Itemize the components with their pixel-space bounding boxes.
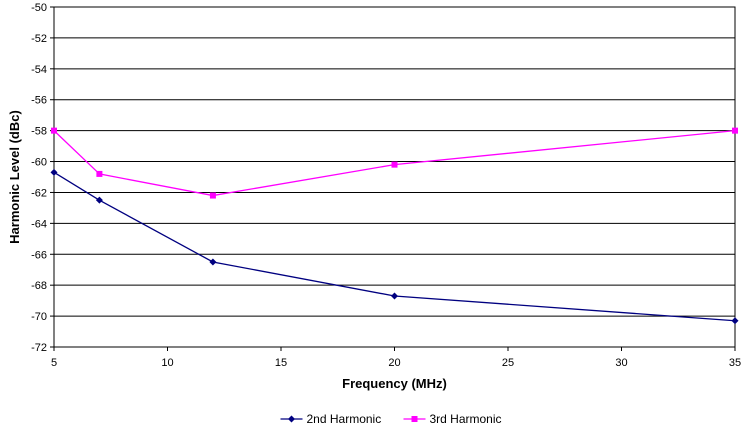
- series-3rd-harmonic: [51, 127, 738, 199]
- x-tick-label: 15: [275, 357, 287, 369]
- series-2nd-harmonic: [50, 168, 739, 325]
- x-axis-title: Frequency (MHz): [342, 376, 447, 391]
- legend: 2nd Harmonic 3rd Harmonic: [280, 412, 502, 426]
- data-point-2nd-harmonic: [50, 168, 58, 176]
- y-tick-label: -56: [31, 95, 47, 107]
- x-tick-label: 20: [388, 357, 400, 369]
- legend-item-3rd-harmonic: 3rd Harmonic: [403, 412, 502, 426]
- legend-marker: [288, 415, 295, 423]
- y-axis-title: Harmonic Level (dBc): [7, 110, 22, 244]
- y-axis-ticks: -50 -52 -54 -56 -58 -60 -62 -64 -66 -68 -70 -72: [31, 2, 54, 354]
- data-point-2nd-harmonic: [209, 258, 217, 266]
- legend-label: 2nd Harmonic: [307, 412, 382, 426]
- y-tick-label: -72: [31, 342, 47, 354]
- y-tick-label: -62: [31, 187, 47, 199]
- series-layer: [50, 127, 739, 325]
- y-tick-label: -50: [31, 2, 47, 14]
- x-tick-label: 25: [502, 357, 514, 369]
- data-point-2nd-harmonic: [95, 196, 103, 204]
- legend-item-2nd-harmonic: 2nd Harmonic: [280, 412, 382, 426]
- y-tick-label: -60: [31, 157, 47, 169]
- x-tick-label: 10: [161, 357, 173, 369]
- data-point-3rd-harmonic: [51, 127, 57, 134]
- data-point-3rd-harmonic: [209, 192, 216, 199]
- y-tick-label: -66: [31, 249, 47, 261]
- x-axis-ticks: 5 10 15 20 25 30 35: [51, 347, 741, 369]
- legend-label: 3rd Harmonic: [430, 412, 502, 426]
- data-point-3rd-harmonic: [391, 161, 398, 168]
- y-tick-label: -52: [31, 33, 47, 45]
- legend-marker: [411, 416, 418, 422]
- y-tick-label: -68: [31, 280, 47, 292]
- y-tick-label: -54: [31, 64, 47, 76]
- data-point-2nd-harmonic: [731, 317, 739, 325]
- data-point-3rd-harmonic: [732, 127, 738, 134]
- x-tick-label: 35: [729, 357, 741, 369]
- x-tick-label: 5: [51, 357, 57, 369]
- data-point-2nd-harmonic: [391, 292, 398, 300]
- y-tick-label: -70: [31, 311, 47, 323]
- y-tick-label: -64: [31, 218, 47, 230]
- y-tick-label: -58: [31, 126, 47, 138]
- x-tick-label: 30: [615, 357, 627, 369]
- data-point-3rd-harmonic: [96, 170, 103, 177]
